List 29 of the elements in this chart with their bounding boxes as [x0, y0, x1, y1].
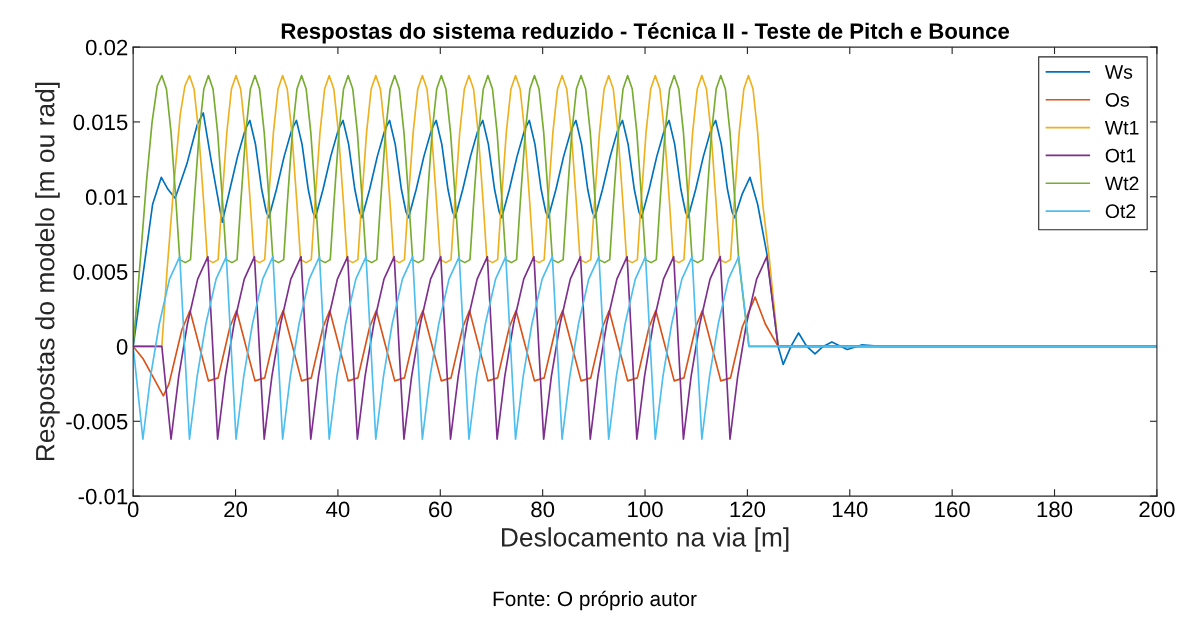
x-tick-label: 0: [127, 501, 139, 518]
x-tick-label: 120: [730, 501, 766, 518]
x-tick-label: 100: [628, 501, 663, 518]
x-tick-label: 20: [224, 501, 248, 518]
x-tick-label: 60: [429, 501, 452, 518]
source-note: Fonte: O próprio autor: [493, 590, 697, 611]
x-tick-label: 200: [1139, 501, 1175, 518]
legend-label: Ot1: [1105, 148, 1136, 163]
legend-label: Wt2: [1104, 176, 1139, 191]
x-tick-label: 40: [326, 501, 350, 518]
y-tick-label: -0.005: [66, 413, 128, 430]
x-tick-label: 160: [935, 501, 970, 518]
y-tick-label: 0.01: [85, 189, 128, 206]
x-tick-label: 80: [531, 501, 555, 518]
x-tick-label: 140: [832, 501, 868, 518]
x-tick-label: 180: [1037, 501, 1073, 518]
chart-title: Respostas do sistema reduzido - Técnica II - Teste de Pitch e Bounce: [281, 22, 1010, 44]
legend-label: Ot2: [1105, 204, 1136, 219]
legend-label: Os: [1105, 92, 1129, 107]
y-axis-title: Respostas do modelo [m ou rad]: [35, 82, 60, 461]
y-tick-label: 0.005: [73, 264, 128, 280]
y-tick-label: 0.015: [73, 114, 128, 131]
legend-label: Wt1: [1104, 121, 1139, 135]
legend-label: Ws: [1104, 65, 1133, 79]
y-tick-label: -0.01: [78, 488, 128, 505]
x-axis-title: Deslocamento na via [m]: [502, 527, 789, 552]
y-tick-label: 0: [116, 338, 128, 355]
line-series: [133, 255, 1157, 441]
y-tick-label: 0.02: [85, 39, 128, 56]
